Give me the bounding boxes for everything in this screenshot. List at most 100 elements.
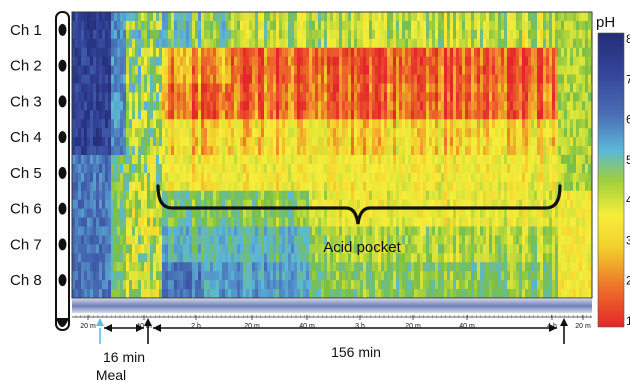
heat-cell bbox=[114, 217, 118, 227]
heat-cell bbox=[369, 74, 373, 84]
heat-cell bbox=[162, 163, 166, 174]
heat-cell bbox=[195, 110, 199, 120]
heat-cell bbox=[312, 163, 316, 174]
heat-cell bbox=[225, 271, 229, 281]
heat-cell bbox=[315, 271, 319, 281]
heat-cell bbox=[234, 128, 238, 138]
heat-cell bbox=[291, 235, 295, 245]
heat-cell bbox=[177, 74, 181, 84]
heat-cell bbox=[207, 199, 211, 210]
heat-cell bbox=[225, 110, 229, 120]
heat-cell bbox=[141, 280, 145, 290]
heat-cell bbox=[525, 101, 529, 111]
heat-cell bbox=[90, 253, 94, 263]
heat-cell bbox=[138, 12, 142, 22]
heat-cell bbox=[303, 74, 307, 84]
heat-cell bbox=[207, 217, 211, 227]
heat-cell bbox=[456, 38, 460, 49]
heat-cell bbox=[222, 47, 226, 58]
heat-cell bbox=[384, 101, 388, 111]
heat-cell bbox=[429, 83, 433, 93]
heat-cell bbox=[513, 74, 517, 84]
heat-cell bbox=[345, 101, 349, 111]
heat-cell bbox=[420, 74, 424, 84]
heat-cell bbox=[444, 253, 448, 263]
heat-cell bbox=[453, 163, 457, 174]
heat-cell bbox=[162, 235, 166, 245]
heat-cell bbox=[117, 172, 121, 183]
heat-cell bbox=[300, 253, 304, 263]
heat-cell bbox=[240, 128, 244, 138]
heat-cell bbox=[462, 190, 466, 201]
heat-cell bbox=[240, 119, 244, 129]
heat-cell bbox=[261, 119, 265, 129]
heat-cell bbox=[213, 226, 217, 236]
heat-cell bbox=[258, 20, 262, 31]
heat-cell bbox=[327, 289, 331, 298]
heat-cell bbox=[261, 235, 265, 245]
heat-cell bbox=[207, 12, 211, 22]
heat-cell bbox=[276, 38, 280, 49]
heat-cell bbox=[438, 146, 442, 156]
heat-cell bbox=[189, 110, 193, 120]
heat-cell bbox=[159, 65, 163, 76]
heat-cell bbox=[372, 74, 376, 84]
heat-cell bbox=[246, 181, 250, 192]
heat-cell bbox=[318, 289, 322, 298]
heat-cell bbox=[342, 289, 346, 298]
heat-cell bbox=[105, 181, 109, 192]
heat-cell bbox=[141, 262, 145, 272]
heat-cell bbox=[165, 217, 169, 227]
heat-cell bbox=[132, 12, 136, 22]
heat-cell bbox=[498, 217, 502, 227]
heat-cell bbox=[489, 226, 493, 236]
heat-cell bbox=[219, 65, 223, 76]
heat-cell bbox=[462, 119, 466, 129]
heat-cell bbox=[450, 119, 454, 129]
heat-cell bbox=[159, 101, 163, 111]
heat-cell bbox=[264, 208, 268, 219]
heat-cell bbox=[354, 92, 358, 102]
heat-cell bbox=[81, 110, 85, 120]
heat-cell bbox=[471, 271, 475, 281]
heat-cell bbox=[105, 235, 109, 245]
heat-cell bbox=[249, 172, 253, 183]
heat-cell bbox=[504, 280, 508, 290]
heat-cell bbox=[297, 208, 301, 219]
heat-cell bbox=[195, 12, 199, 22]
heat-cell bbox=[486, 217, 490, 227]
heat-cell bbox=[537, 155, 541, 165]
heat-cell bbox=[171, 47, 175, 58]
heat-cell bbox=[273, 190, 277, 201]
heat-cell bbox=[366, 235, 370, 245]
heat-cell bbox=[225, 47, 229, 58]
heat-cell bbox=[507, 172, 511, 183]
heat-cell bbox=[96, 253, 100, 263]
heat-cell bbox=[435, 208, 439, 219]
heat-cell bbox=[144, 271, 148, 281]
heat-cell bbox=[288, 289, 292, 298]
heat-cell bbox=[468, 47, 472, 58]
heat-cell bbox=[75, 226, 79, 236]
heat-cell bbox=[138, 110, 142, 120]
heat-cell bbox=[243, 155, 247, 165]
heat-cell bbox=[273, 172, 277, 183]
heat-cell bbox=[474, 83, 478, 93]
heat-cell bbox=[93, 289, 97, 298]
heat-cell bbox=[306, 181, 310, 192]
heat-cell bbox=[414, 235, 418, 245]
heat-cell bbox=[336, 29, 340, 40]
heat-cell bbox=[432, 20, 436, 31]
heat-cell bbox=[516, 199, 520, 210]
heat-cell bbox=[471, 128, 475, 138]
heat-cell bbox=[435, 146, 439, 156]
heat-cell bbox=[402, 226, 406, 236]
heat-cell bbox=[105, 29, 109, 40]
heat-cell bbox=[267, 47, 271, 58]
heat-cell bbox=[159, 83, 163, 93]
heat-cell bbox=[450, 137, 454, 147]
heat-cell bbox=[132, 172, 136, 183]
heat-cell bbox=[390, 119, 394, 129]
heat-cell bbox=[501, 47, 505, 58]
channel-label-5: Ch 5 bbox=[10, 165, 42, 182]
